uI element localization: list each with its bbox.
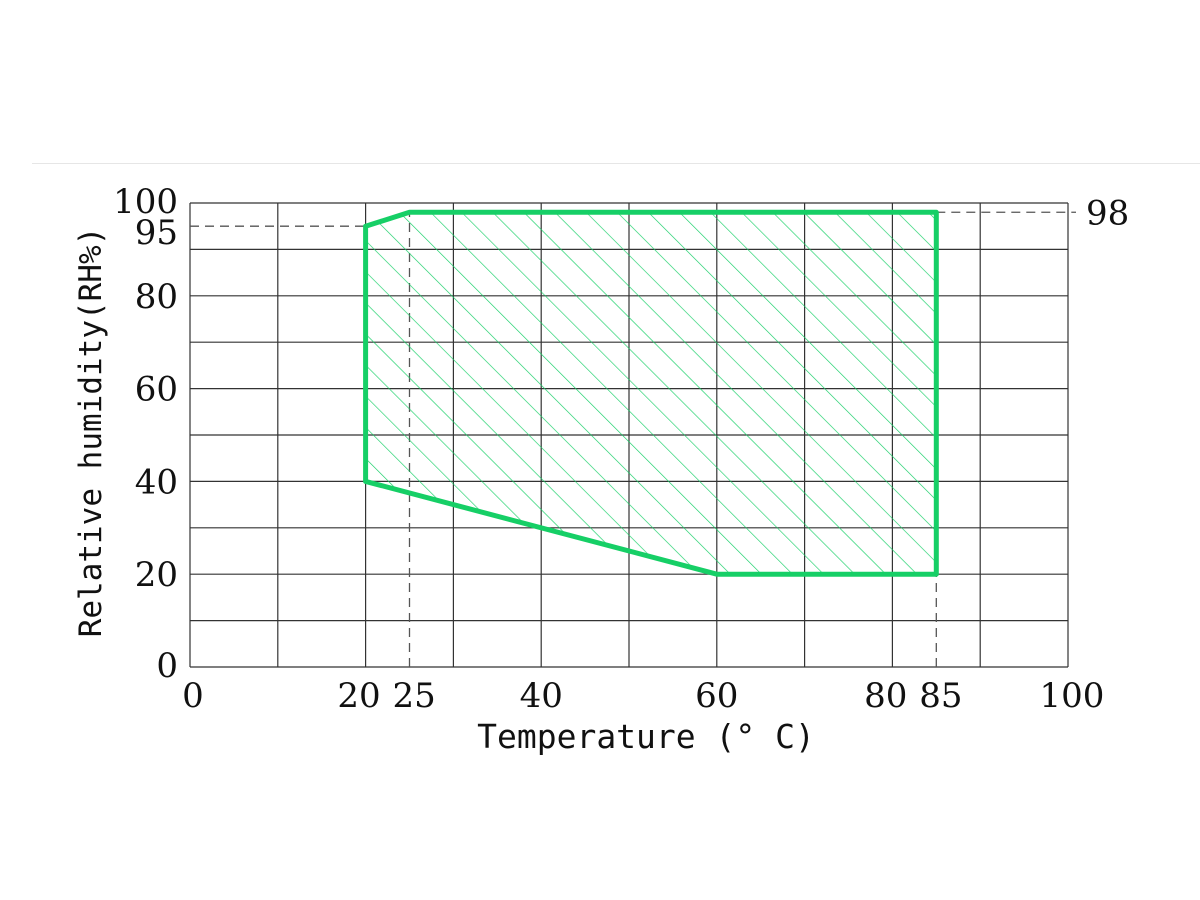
x-tick-label-60: 60: [695, 676, 738, 716]
y-tick-label-80: 80: [135, 277, 178, 317]
x-tick-label-80: 80: [864, 676, 907, 716]
grid: [189, 202, 1069, 668]
x-tick-label-0: 0: [182, 676, 204, 716]
x-axis-label: Temperature (° C): [477, 717, 815, 756]
x-tick-label-40: 40: [520, 676, 563, 716]
y-tick-label-60: 60: [135, 370, 178, 410]
y-tick-label-0: 0: [156, 646, 178, 686]
x-tick-label-25: 25: [393, 676, 436, 716]
x-axis-ticks: 0 20 25 40 60 80 85 100: [182, 676, 1104, 716]
y-tick-label-20: 20: [135, 555, 178, 595]
x-tick-label-100: 100: [1040, 676, 1105, 716]
y-tick-label-100: 100: [113, 182, 178, 222]
region-boundary-0: [363, 209, 939, 577]
region-hatch-0: [365, 212, 937, 575]
x-tick-label-20: 20: [337, 676, 380, 716]
top-divider: [32, 163, 1200, 164]
y-tick-label-95: 95: [135, 213, 178, 253]
right-labels: 98: [1086, 193, 1129, 233]
operating-region: [363, 209, 939, 577]
right-label-98: 98: [1086, 193, 1129, 233]
x-tick-label-85: 85: [919, 676, 962, 716]
y-axis-label: Relative humidity(RH%): [73, 227, 109, 638]
y-tick-label-40: 40: [135, 462, 178, 502]
